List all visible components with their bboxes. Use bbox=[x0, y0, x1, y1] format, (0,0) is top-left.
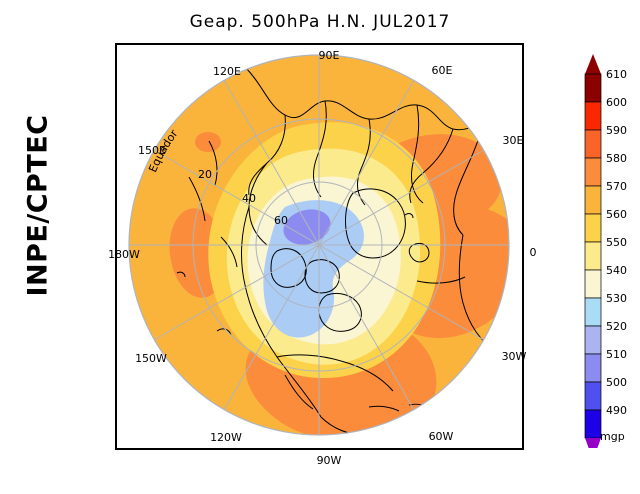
globe-outline bbox=[128, 54, 510, 436]
colorbar-band-over-610 bbox=[584, 73, 602, 103]
latitude-label-40: 40 bbox=[242, 192, 256, 205]
colorbar-tick-550: 550 bbox=[606, 236, 627, 249]
colorbar-band-520-530 bbox=[584, 325, 602, 355]
colorbar-band-510-520 bbox=[584, 353, 602, 383]
colorbar-band-580-590 bbox=[584, 157, 602, 187]
longitude-label-0: 0 bbox=[530, 246, 537, 259]
polar-stereographic-map: Equador 20 40 60 bbox=[128, 54, 510, 436]
colorbar-tick-600: 600 bbox=[606, 96, 627, 109]
colorbar-band-group bbox=[584, 73, 602, 439]
page-title: Geap. 500hPa H.N. JUL2017 bbox=[189, 12, 451, 32]
coastline-group bbox=[176, 66, 500, 435]
colorbar-tick-530: 530 bbox=[606, 292, 627, 305]
colorbar-band-540-550 bbox=[584, 269, 602, 299]
latitude-label-20: 20 bbox=[198, 168, 212, 181]
colorbar-svg: 610 600 590 580 570 560 550 540 530 520 … bbox=[584, 54, 627, 448]
source-attribution-label: INPE/CPTEC bbox=[22, 114, 54, 297]
colorbar-over-arrow bbox=[585, 54, 601, 74]
colorbar-units-label: mgp bbox=[600, 430, 625, 443]
colorbar-band-490-500 bbox=[584, 409, 602, 439]
colorbar-band-500-510 bbox=[584, 381, 602, 411]
meridian-30E-150W bbox=[153, 149, 485, 341]
colorbar-band-560-570 bbox=[584, 213, 602, 243]
colorbar-band-550-560 bbox=[584, 241, 602, 271]
colorbar-tick-560: 560 bbox=[606, 208, 627, 221]
colorbar-tick-490: 490 bbox=[606, 404, 627, 417]
map-plot-area: Equador 20 40 60 bbox=[115, 43, 524, 450]
colorbar-band-600-610 bbox=[584, 101, 602, 131]
colorbar-tick-580: 580 bbox=[606, 152, 627, 165]
colorbar-band-590-600 bbox=[584, 129, 602, 159]
colorbar-tick-520: 520 bbox=[606, 320, 627, 333]
colorbar-tick-570: 570 bbox=[606, 180, 627, 193]
colorbar: 610 600 590 580 570 560 550 540 530 520 … bbox=[570, 48, 640, 448]
colorbar-band-530-540 bbox=[584, 297, 602, 327]
colorbar-under-arrow bbox=[585, 438, 601, 448]
graticule-group bbox=[129, 55, 509, 435]
colorbar-tick-500: 500 bbox=[606, 376, 627, 389]
colorbar-tick-510: 510 bbox=[606, 348, 627, 361]
longitude-label-90W: 90W bbox=[317, 454, 342, 467]
colorbar-tick-590: 590 bbox=[606, 124, 627, 137]
latitude-label-60: 60 bbox=[274, 214, 288, 227]
colorbar-tick-610: 610 bbox=[606, 68, 627, 81]
colorbar-tick-540: 540 bbox=[606, 264, 627, 277]
colorbar-band-570-580 bbox=[584, 185, 602, 215]
